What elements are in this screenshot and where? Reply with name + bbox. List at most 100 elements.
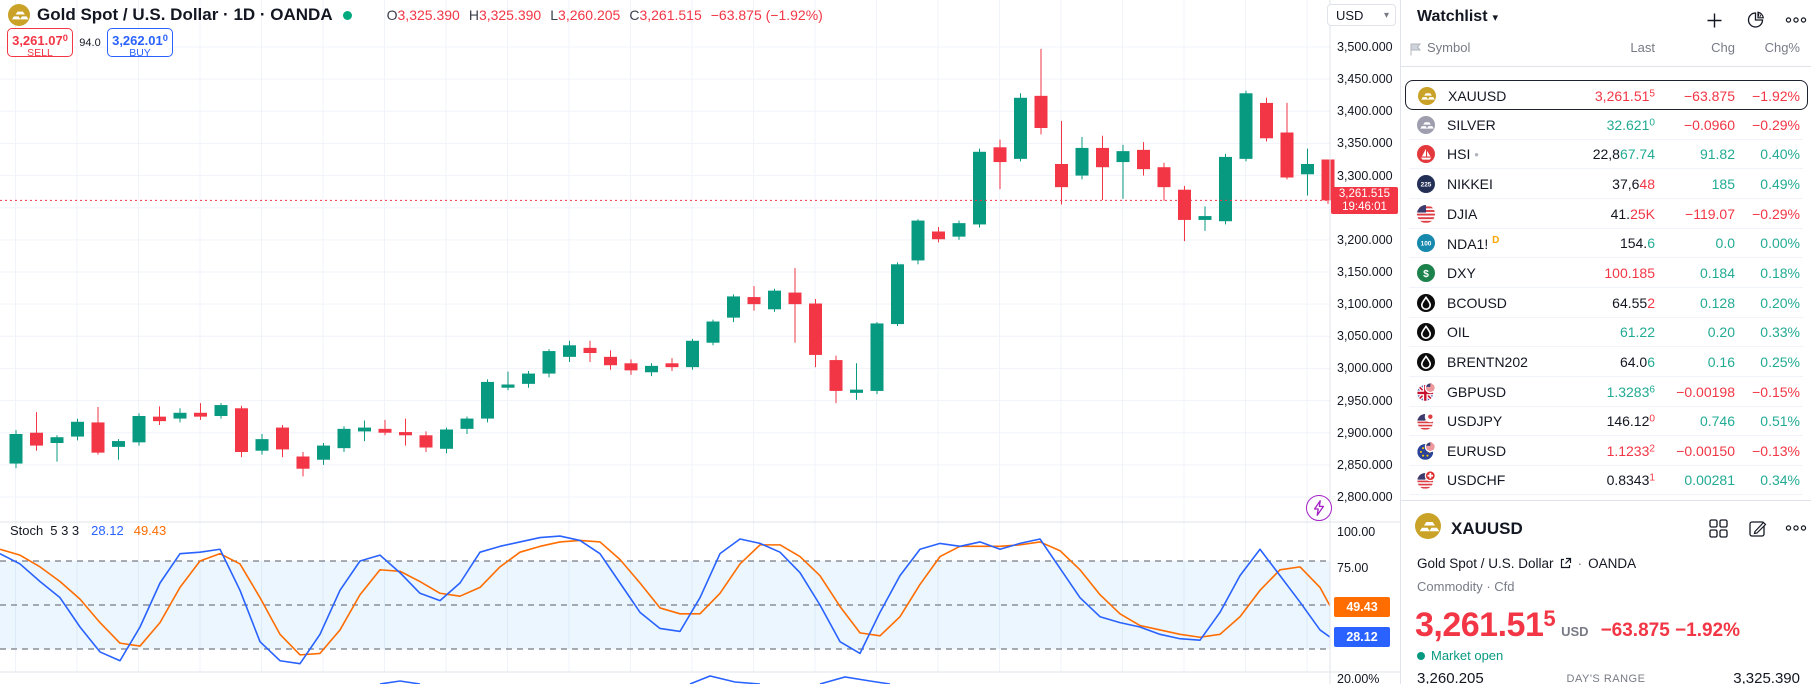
current-price-time: 19:46:01 — [1342, 201, 1387, 213]
candle-body — [9, 434, 23, 464]
candle-body — [747, 297, 761, 305]
indicator-params: 5 3 3 — [50, 523, 80, 538]
usdjpy-icon — [1417, 411, 1436, 430]
indicator-k-value: 28.12 — [91, 523, 124, 538]
quick-trade-lightning-button[interactable] — [1306, 495, 1332, 521]
watchlist-row-usdjpy[interactable]: USDJPY 146.120 0.746 0.51% — [1401, 406, 1811, 437]
divider — [1401, 66, 1811, 67]
edit-note-button[interactable] — [1747, 517, 1769, 539]
symbol-name: GBPUSD — [1447, 383, 1507, 400]
last-price: 37,648 — [1612, 175, 1655, 192]
layout-grid-button[interactable] — [1707, 517, 1729, 539]
candle-body — [112, 441, 125, 447]
candle-body — [317, 445, 330, 460]
candle-body — [1137, 149, 1150, 170]
candle-body — [563, 345, 576, 357]
oil-icon — [1417, 323, 1435, 342]
change-percent: −0.29% — [1752, 205, 1800, 222]
detail-exchange: OANDA — [1588, 556, 1637, 571]
last-price: 0.83431 — [1606, 472, 1655, 489]
symbol-name: BRENTN202 — [1447, 353, 1528, 370]
range-low: 3,260.205 — [1417, 670, 1484, 684]
candle-body — [624, 363, 638, 371]
change-percent: −1.92% — [1752, 88, 1800, 104]
candle-body — [71, 421, 84, 437]
candle-body — [829, 360, 843, 391]
candle-body — [153, 416, 166, 422]
stoch-d-value-badge: 49.43 — [1334, 597, 1390, 617]
price-axis-label: 3,150.000 — [1337, 265, 1393, 279]
buy-button[interactable]: 3,262.010 BUY — [107, 28, 173, 59]
current-price-value: 3,261.515 — [1338, 188, 1391, 200]
candle-body — [276, 427, 289, 450]
candle-body — [1075, 147, 1089, 176]
candle-body — [1219, 156, 1232, 222]
symbol-name: NDA1! D — [1447, 235, 1500, 253]
candle-body — [440, 429, 453, 449]
column-symbol[interactable]: Symbol — [1427, 40, 1471, 55]
column-chg[interactable]: Chg — [1711, 40, 1735, 55]
sell-button[interactable]: 3,261.070 SELL — [7, 28, 73, 59]
change-value: −63.875 (−1.92%) — [710, 7, 823, 23]
candle-body — [1178, 189, 1191, 220]
candle-body — [522, 373, 535, 384]
detail-currency: USD — [1561, 624, 1589, 639]
column-chgp[interactable]: Chg% — [1764, 40, 1800, 55]
change: −119.07 — [1685, 205, 1735, 222]
last-price: 64.552 — [1612, 294, 1655, 311]
stoch-indicator-legend[interactable]: Stoch 5 3 3 28.12 49.43 — [10, 523, 166, 538]
candle-body — [891, 264, 904, 325]
external-link-icon[interactable] — [1559, 557, 1572, 570]
candle-body — [911, 220, 925, 261]
column-last[interactable]: Last — [1630, 40, 1655, 55]
last-price: 1.32836 — [1606, 383, 1655, 400]
change-percent: 0.49% — [1760, 175, 1800, 192]
candle-body — [173, 412, 187, 419]
last-price: 3,261.515 — [1594, 88, 1655, 104]
watchlist-title-dropdown[interactable]: Watchlist ▾ — [1417, 8, 1499, 25]
gold-icon — [1418, 87, 1436, 105]
pie-chart-button[interactable] — [1745, 9, 1767, 31]
detail-change: −63.875 −1.92% — [1600, 620, 1741, 641]
watchlist-row-hsi[interactable]: HSI • 22,867.74 91.82 0.40% — [1401, 139, 1811, 170]
price-axis-label: 3,000.000 — [1337, 361, 1393, 376]
watchlist-row-usdchf[interactable]: USDCHF 0.83431 0.00281 0.34% — [1401, 465, 1811, 496]
nikkei-icon: 225 — [1417, 174, 1435, 193]
flag-icon[interactable] — [1410, 43, 1422, 59]
gold-symbol-logo-icon — [1415, 513, 1441, 544]
days-range-row: 3,260.205 DAY'S RANGE 3,325.390 — [1401, 670, 1811, 684]
watchlist-row-dxy[interactable]: $ DXY 100.185 0.184 0.18% — [1401, 258, 1811, 288]
change-percent: 0.18% — [1760, 264, 1800, 281]
add-symbol-button[interactable] — [1703, 9, 1725, 31]
price-chart-canvas[interactable] — [0, 0, 1400, 684]
watchlist-row-brentn202[interactable]: BRENTN202 64.06 0.16 0.25% — [1401, 347, 1811, 377]
detail-symbol-name[interactable]: XAUUSD — [1451, 518, 1523, 538]
chart-symbol-title[interactable]: Gold Spot / U.S. Dollar · 1D · OANDA — [37, 5, 333, 24]
symbol-name: USDCHF — [1447, 472, 1506, 489]
detail-more-button[interactable] — [1785, 517, 1807, 539]
change: −0.0960 — [1684, 116, 1735, 133]
ohlc-values: O3,325.390 H3,325.390 L3,260.205 C3,261.515… — [386, 7, 823, 23]
watchlist-row-oil[interactable]: OIL 61.22 0.20 0.33% — [1401, 317, 1811, 348]
watchlist-row-xauusd[interactable]: XAUUSD 3,261.515 −63.875 −1.92% — [1405, 80, 1808, 110]
candle-body — [932, 231, 945, 240]
watchlist-row-nikkei[interactable]: 225 NIKKEI 37,648 185 0.49% — [1401, 169, 1811, 199]
change: 185 — [1711, 175, 1735, 192]
pie-chart-icon — [1747, 11, 1765, 28]
watchlist-row-silver[interactable]: SILVER 32.6210 −0.0960 −0.29% — [1401, 110, 1811, 140]
watchlist-more-button[interactable] — [1785, 9, 1807, 31]
change: 0.00281 — [1684, 472, 1735, 489]
change: −0.00198 — [1676, 383, 1735, 400]
watchlist-row-bcousd[interactable]: BCOUSD 64.552 0.128 0.20% — [1401, 288, 1811, 318]
hidden-pane-line — [379, 680, 421, 684]
candle-body — [1260, 102, 1273, 139]
watchlist-row-eurusd[interactable]: EURUSD 1.12332 −0.00150 −0.13% — [1401, 436, 1811, 466]
detail-full-name[interactable]: Gold Spot / U.S. Dollar — [1417, 556, 1554, 571]
watchlist-row-gbpusd[interactable]: GBPUSD 1.32836 −0.00198 −0.15% — [1401, 377, 1811, 407]
price-axis-currency-dropdown[interactable]: USD ▾ — [1327, 4, 1396, 26]
svg-text:225: 225 — [1421, 181, 1432, 188]
watchlist-row-djia[interactable]: DJIA 41.25K −119.07 −0.29% — [1401, 199, 1811, 229]
watchlist-row-nda1[interactable]: 100 NDA1! D 154.6 0.0 0.00% — [1401, 228, 1811, 259]
change-percent: 0.25% — [1760, 353, 1800, 370]
